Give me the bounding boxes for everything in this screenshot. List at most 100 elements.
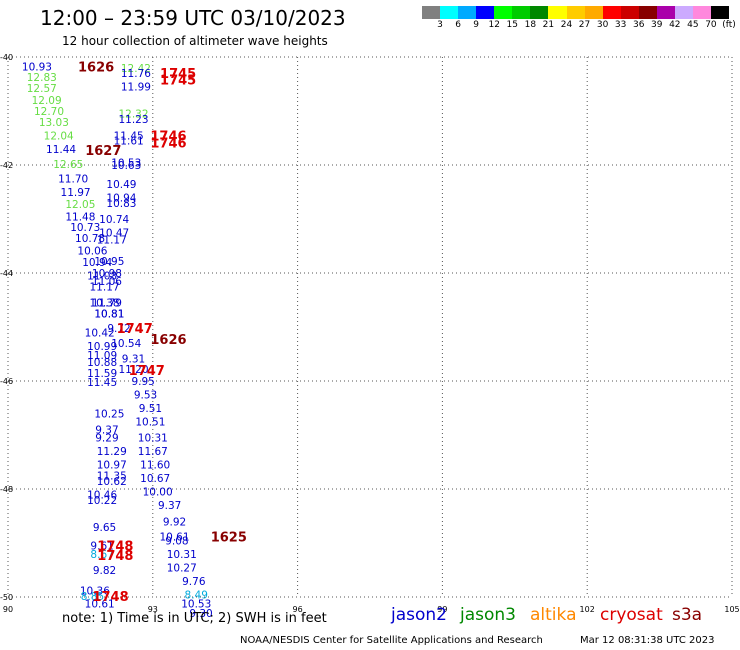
y-tick-label: -46 [0,377,13,386]
swh-value: 11.29 [97,446,127,458]
swh-value: 11.61 [114,136,144,148]
pass-time-label: 1745 [160,74,196,89]
swh-value: 10.49 [106,179,136,191]
swh-value: 10.38 [90,298,120,310]
color-scale-label: 36 [632,20,645,30]
color-scale [422,6,730,19]
swh-value: 12.42 [121,63,151,75]
swh-value: 9.37 [95,425,118,437]
color-swatch [494,6,513,19]
swh-value: 10.81 [94,309,124,321]
page-title: 12:00 – 23:59 UTC 03/10/2023 [40,6,346,30]
color-swatch [638,6,657,19]
swh-value: 12.09 [32,95,62,107]
swh-value: 9.08 [165,535,188,547]
color-scale-label: 30 [596,20,609,30]
swh-value: 10.98 [92,268,122,280]
color-scale-label: 18 [524,20,537,30]
swh-value: 10.31 [138,433,168,445]
swh-value: 11.67 [138,446,168,458]
color-scale-label: 24 [560,20,573,30]
color-swatch [440,6,459,19]
swh-value: 11.20 [118,364,148,376]
color-scale-label: 45 [687,20,699,30]
swh-value: 10.94 [106,192,136,204]
color-swatch [620,6,639,19]
color-swatch [476,6,495,19]
swh-value: 10.97 [97,460,127,472]
swh-value: 11.59 [87,368,117,380]
color-swatch [530,6,549,19]
color-scale-label: (ft) [722,20,736,30]
swh-value: 11.17 [97,235,127,247]
swh-value: 9.95 [131,376,154,388]
swh-value: 9.76 [182,576,206,588]
color-scale-labels: 3 6 9 12 15 18 21 24 27 30 33 36 39 42 45 70 (ft) [422,20,736,32]
swh-value: 8.67 [90,549,113,561]
y-tick-label: -44 [0,269,13,278]
page-subtitle: 12 hour collection of altimeter wave hei… [62,34,328,48]
swh-value: 12.32 [118,109,148,121]
swh-value: 9.53 [134,390,157,402]
swh-value: 11.45 [114,130,144,142]
swh-value: 10.46 [87,489,117,501]
x-tick-label: 90 [3,605,13,614]
swh-value: 9.82 [93,565,116,577]
pass-time-label: 1748 [97,540,133,555]
color-scale-label: 12 [488,20,500,30]
swh-value: 10.73 [70,222,100,234]
pass-time-label: 1626 [150,333,186,348]
swh-value: 9.61 [90,541,113,553]
swh-value: 11.97 [61,187,91,199]
pass-time-label: 1746 [150,136,186,151]
color-scale-label: 3 [437,20,443,30]
swh-value: 11.03 [87,271,117,283]
swh-value: 10.88 [87,357,117,369]
pass-time-label: 1625 [211,531,247,546]
swh-value: 10.61 [85,598,115,610]
swh-value: 12.05 [65,199,95,211]
color-scale-label: 33 [614,20,627,30]
color-swatch [584,6,603,19]
swh-value: 8.85 [81,591,104,603]
swh-value: 10.25 [94,408,124,420]
color-scale-label: 27 [578,20,591,30]
swh-value: 10.81 [94,309,124,321]
map-ticks: 90 93 96 99 102 105 -40 -42 -44 -46 -48 -50 [0,53,740,614]
y-tick-label: -40 [0,53,13,62]
x-tick-label: 93 [148,605,158,614]
swh-value: 10.42 [85,327,115,339]
color-swatch [692,6,711,19]
swh-value: 12.65 [53,159,83,171]
swh-value: 10.62 [97,476,127,488]
swh-value: 10.36 [80,586,110,598]
swh-value: 9.72 [107,323,130,335]
color-scale-label: 15 [506,20,518,30]
pass-time-label: 1746 [150,129,186,144]
swh-value: 10.93 [22,62,52,74]
map-grid [7,56,733,598]
color-swatch [458,6,477,19]
color-scale-label: 70 [705,20,717,30]
swh-value: 10.31 [167,549,197,561]
swh-value: 10.61 [159,532,189,544]
swh-value: 12.83 [27,72,57,84]
credit-line: NOAA/NESDIS Center for Satellite Applica… [240,635,543,646]
x-tick-label: 102 [580,605,595,614]
y-tick-label: -50 [0,593,13,602]
pass-times: 1626 174517451746174616271747162617471625… [78,61,247,605]
swh-value: 10.83 [106,198,136,210]
x-tick-label: 96 [293,605,303,614]
swh-value: 11.45 [87,377,117,389]
swh-value: 12.57 [27,83,57,95]
color-scale-label: 6 [455,20,461,30]
swh-value: 10.54 [111,338,141,350]
swh-value: 11.06 [92,276,122,288]
swh-value: 9.29 [95,433,118,445]
swh-value: 12.70 [34,106,64,118]
color-swatch [602,6,621,19]
swh-value: 11.60 [140,460,170,472]
swh-value: 10.53 [111,157,141,169]
swh-value: 9.31 [122,353,145,365]
swh-value: 10.27 [167,562,197,574]
